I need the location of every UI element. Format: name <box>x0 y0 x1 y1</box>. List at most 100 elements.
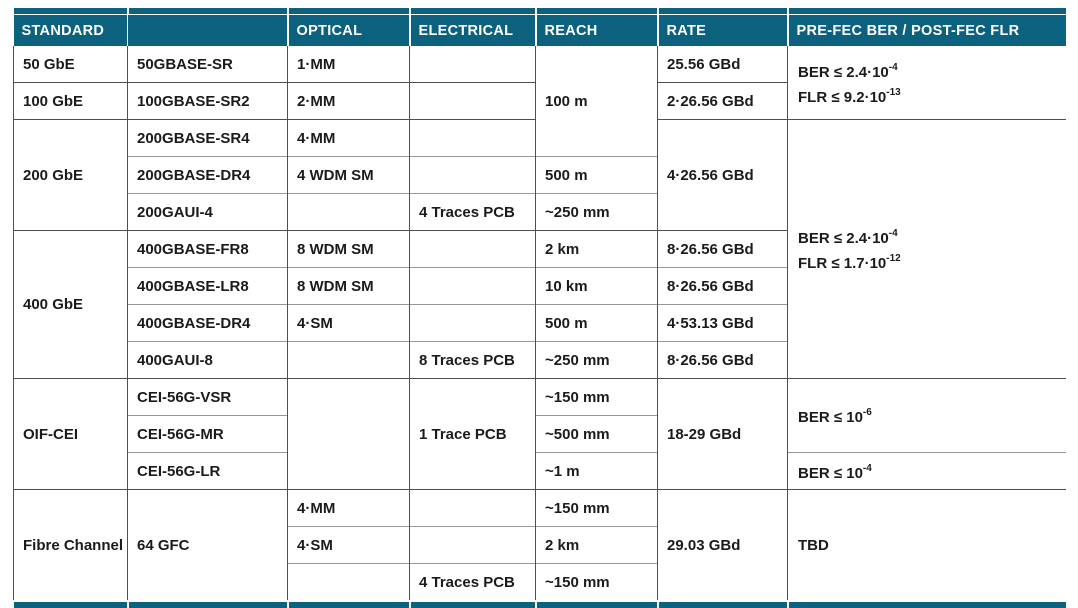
table-bottom-rule <box>14 601 1066 608</box>
column-header-electrical: ELECTRICAL <box>410 15 536 47</box>
cell-standard-name: 400GBASE-DR4 <box>128 305 288 342</box>
cell-standard-group: Fibre Channel <box>14 490 128 602</box>
cell-prefec: BER ≤ 10-6 <box>788 379 1066 453</box>
ber-line: BER ≤ 10-6 <box>798 403 1062 428</box>
cell-rate: 29.03 GBd <box>658 490 788 602</box>
cell-reach: ~500 mm <box>536 416 658 453</box>
cell-standard-group: 50 GbE <box>14 46 128 83</box>
cell-standard-group: OIF-CEI <box>14 379 128 490</box>
column-header-optical: OPTICAL <box>288 15 410 47</box>
cell-electrical: 8 Traces PCB <box>410 342 536 379</box>
bottom-rule-segment <box>536 601 658 608</box>
cell-electrical <box>410 305 536 342</box>
cell-prefec: BER ≤ 2.4·10-4 FLR ≤ 1.7·10-12 <box>788 120 1066 379</box>
cell-reach: ~250 mm <box>536 194 658 231</box>
cell-reach: 500 m <box>536 305 658 342</box>
cell-optical: 4·SM <box>288 305 410 342</box>
ber-line: BER ≤ 2.4·10-4 <box>798 224 1062 249</box>
cell-electrical <box>410 527 536 564</box>
cell-electrical <box>410 268 536 305</box>
cell-standard-group: 200 GbE <box>14 120 128 231</box>
cell-standard-name: CEI-56G-MR <box>128 416 288 453</box>
cell-reach: 500 m <box>536 157 658 194</box>
cell-optical <box>288 194 410 231</box>
cell-optical: 4·MM <box>288 490 410 527</box>
bottom-rule-segment <box>788 601 1066 608</box>
exponent: -4 <box>889 228 898 239</box>
flr-line: FLR ≤ 1.7·10-12 <box>798 249 1062 274</box>
cell-electrical: 4 Traces PCB <box>410 194 536 231</box>
cell-rate: 4·26.56 GBd <box>658 120 788 231</box>
table-row: OIF-CEI CEI-56G-VSR 1 Trace PCB ~150 mm … <box>14 379 1066 416</box>
cell-reach: ~150 mm <box>536 379 658 416</box>
cell-rate: 8·26.56 GBd <box>658 231 788 268</box>
table-row: Fibre Channel 64 GFC 4·MM ~150 mm 29.03 … <box>14 490 1066 527</box>
cell-optical: 4 WDM SM <box>288 157 410 194</box>
cell-optical: 8 WDM SM <box>288 231 410 268</box>
cell-electrical <box>410 120 536 157</box>
cell-electrical <box>410 46 536 83</box>
ber-line: BER ≤ 2.4·10-4 <box>798 58 1062 83</box>
table-row: CEI-56G-LR ~1 m BER ≤ 10-4 <box>14 453 1066 490</box>
cell-optical <box>288 342 410 379</box>
cell-prefec: BER ≤ 2.4·10-4 FLR ≤ 9.2·10-13 <box>788 46 1066 120</box>
ber-line: TBD <box>798 535 1062 556</box>
exponent: -13 <box>886 87 900 98</box>
bottom-rule-segment <box>14 601 128 608</box>
cell-optical: 4·MM <box>288 120 410 157</box>
cell-rate: 18-29 GBd <box>658 379 788 490</box>
cell-standard-name: 400GBASE-LR8 <box>128 268 288 305</box>
cell-rate: 25.56 GBd <box>658 46 788 83</box>
bottom-rule-segment <box>288 601 410 608</box>
ber-line: BER ≤ 10-4 <box>798 459 1062 484</box>
cell-optical: 8 WDM SM <box>288 268 410 305</box>
cell-standard-name: 400GAUI-8 <box>128 342 288 379</box>
table-row: 50 GbE 50GBASE-SR 1·MM 100 m 25.56 GBd B… <box>14 46 1066 83</box>
exponent: -6 <box>863 407 872 418</box>
bottom-rule-segment <box>128 601 288 608</box>
cell-prefec: TBD <box>788 490 1066 602</box>
flr-line: FLR ≤ 9.2·10-13 <box>798 83 1062 108</box>
standards-table: STANDARD OPTICAL ELECTRICAL REACH RATE P… <box>13 8 1066 608</box>
cell-electrical <box>410 157 536 194</box>
bottom-rule-segment <box>410 601 536 608</box>
cell-standard-name: CEI-56G-LR <box>128 453 288 490</box>
cell-standard-group: 100 GbE <box>14 83 128 120</box>
exponent: -12 <box>886 253 900 264</box>
cell-rate: 4·53.13 GBd <box>658 305 788 342</box>
cell-reach: ~250 mm <box>536 342 658 379</box>
cell-standard-name: 64 GFC <box>128 490 288 602</box>
cell-electrical <box>410 490 536 527</box>
cell-reach: 10 km <box>536 268 658 305</box>
cell-optical: 2·MM <box>288 83 410 120</box>
cell-optical <box>288 379 410 490</box>
cell-rate: 8·26.56 GBd <box>658 342 788 379</box>
cell-reach: 2 km <box>536 231 658 268</box>
cell-prefec: BER ≤ 10-4 <box>788 453 1066 490</box>
cell-optical: 1·MM <box>288 46 410 83</box>
cell-reach: ~150 mm <box>536 564 658 602</box>
exponent: -4 <box>863 463 872 474</box>
cell-reach: ~1 m <box>536 453 658 490</box>
cell-reach: ~150 mm <box>536 490 658 527</box>
cell-standard-name: 200GBASE-SR4 <box>128 120 288 157</box>
cell-electrical <box>410 83 536 120</box>
cell-optical: 4·SM <box>288 527 410 564</box>
cell-standard-name: 100GBASE-SR2 <box>128 83 288 120</box>
cell-standard-name: 200GBASE-DR4 <box>128 157 288 194</box>
cell-electrical: 4 Traces PCB <box>410 564 536 602</box>
cell-standard-name: CEI-56G-VSR <box>128 379 288 416</box>
cell-rate: 2·26.56 GBd <box>658 83 788 120</box>
header-row: STANDARD OPTICAL ELECTRICAL REACH RATE P… <box>14 15 1066 47</box>
cell-reach: 2 km <box>536 527 658 564</box>
cell-rate: 8·26.56 GBd <box>658 268 788 305</box>
cell-electrical <box>410 231 536 268</box>
standards-table-page: STANDARD OPTICAL ELECTRICAL REACH RATE P… <box>0 0 1078 608</box>
exponent: -4 <box>889 62 898 73</box>
cell-electrical: 1 Trace PCB <box>410 379 536 490</box>
column-header-reach: REACH <box>536 15 658 47</box>
cell-standard-name: 50GBASE-SR <box>128 46 288 83</box>
cell-standard-name: 400GBASE-FR8 <box>128 231 288 268</box>
cell-standard-group: 400 GbE <box>14 231 128 379</box>
column-header-standard: STANDARD <box>14 15 128 47</box>
